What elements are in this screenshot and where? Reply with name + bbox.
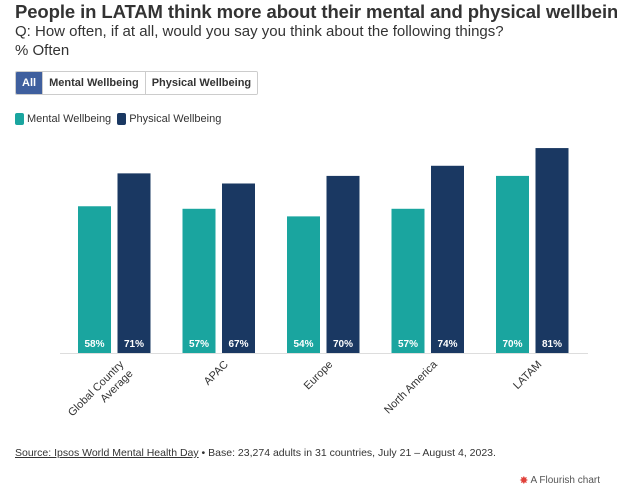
data-label-physical-3: 74%	[437, 339, 457, 350]
data-label-physical-1: 67%	[228, 339, 248, 350]
source-link[interactable]: Source: Ipsos World Mental Health Day	[15, 447, 199, 459]
legend-label-mental: Mental Wellbeing	[27, 113, 112, 125]
legend-label-physical: Physical Wellbeing	[129, 113, 222, 125]
legend-swatch-physical	[117, 113, 127, 125]
series-filter: All Mental Wellbeing Physical Wellbeing	[15, 71, 259, 95]
source-details: • Base: 23,274 adults in 31 countries, J…	[198, 447, 496, 459]
flourish-credit-label: A Flourish chart	[530, 475, 600, 486]
chart-subtitle-unit: % Often	[15, 42, 70, 59]
data-label-physical-2: 70%	[333, 339, 353, 350]
bar-physical-0[interactable]	[117, 173, 151, 353]
bar-mental-1[interactable]	[182, 208, 216, 353]
chart-subtitle: Q: How often, if at all, would you say y…	[15, 23, 504, 40]
legend-item-physical[interactable]: Physical Wellbeing	[117, 113, 221, 125]
data-label-physical-0: 71%	[124, 339, 144, 350]
data-label-mental-3: 57%	[398, 339, 418, 350]
legend-swatch-mental	[15, 113, 24, 125]
chart-legend: Mental Wellbeing Physical Wellbeing	[15, 113, 227, 125]
bar-physical-4[interactable]	[535, 148, 569, 353]
data-label-mental-1: 57%	[189, 339, 209, 350]
footer-note: Source: Ipsos World Mental Health Day • …	[15, 447, 496, 459]
bar-physical-2[interactable]	[326, 175, 360, 353]
x-tick-label-0: Global CountryAverage	[66, 358, 136, 428]
bar-mental-4[interactable]	[496, 175, 529, 353]
bar-physical-1[interactable]	[222, 183, 255, 353]
x-tick-label-2: Europe	[302, 359, 336, 393]
bar-chart: 58% 71% Global CountryAverage 57% 67% APAC 54%…	[60, 148, 588, 428]
bar-mental-3[interactable]	[391, 208, 425, 353]
x-tick-label-1: APAC	[202, 359, 231, 388]
bar-mental-2[interactable]	[287, 216, 320, 353]
filter-physical-button[interactable]: Physical Wellbeing	[144, 72, 258, 94]
x-tick-label-4: LATAM	[511, 359, 544, 392]
flourish-credit[interactable]: ✸ A Flourish chart	[519, 474, 600, 487]
legend-item-mental[interactable]: Mental Wellbeing	[15, 113, 111, 125]
bar-physical-3[interactable]	[431, 165, 464, 353]
data-label-mental-4: 70%	[502, 339, 522, 350]
chart-title: People in LATAM think more about their m…	[15, 1, 617, 22]
flourish-logo-icon: ✸	[519, 475, 529, 487]
filter-mental-button[interactable]: Mental Wellbeing	[42, 72, 145, 94]
data-label-mental-0: 58%	[84, 339, 104, 350]
x-tick-label-3: North America	[382, 358, 440, 416]
filter-all-button[interactable]: All	[16, 72, 43, 94]
bar-mental-0[interactable]	[78, 206, 111, 353]
data-label-physical-4: 81%	[542, 339, 562, 350]
data-label-mental-2: 54%	[293, 339, 313, 350]
